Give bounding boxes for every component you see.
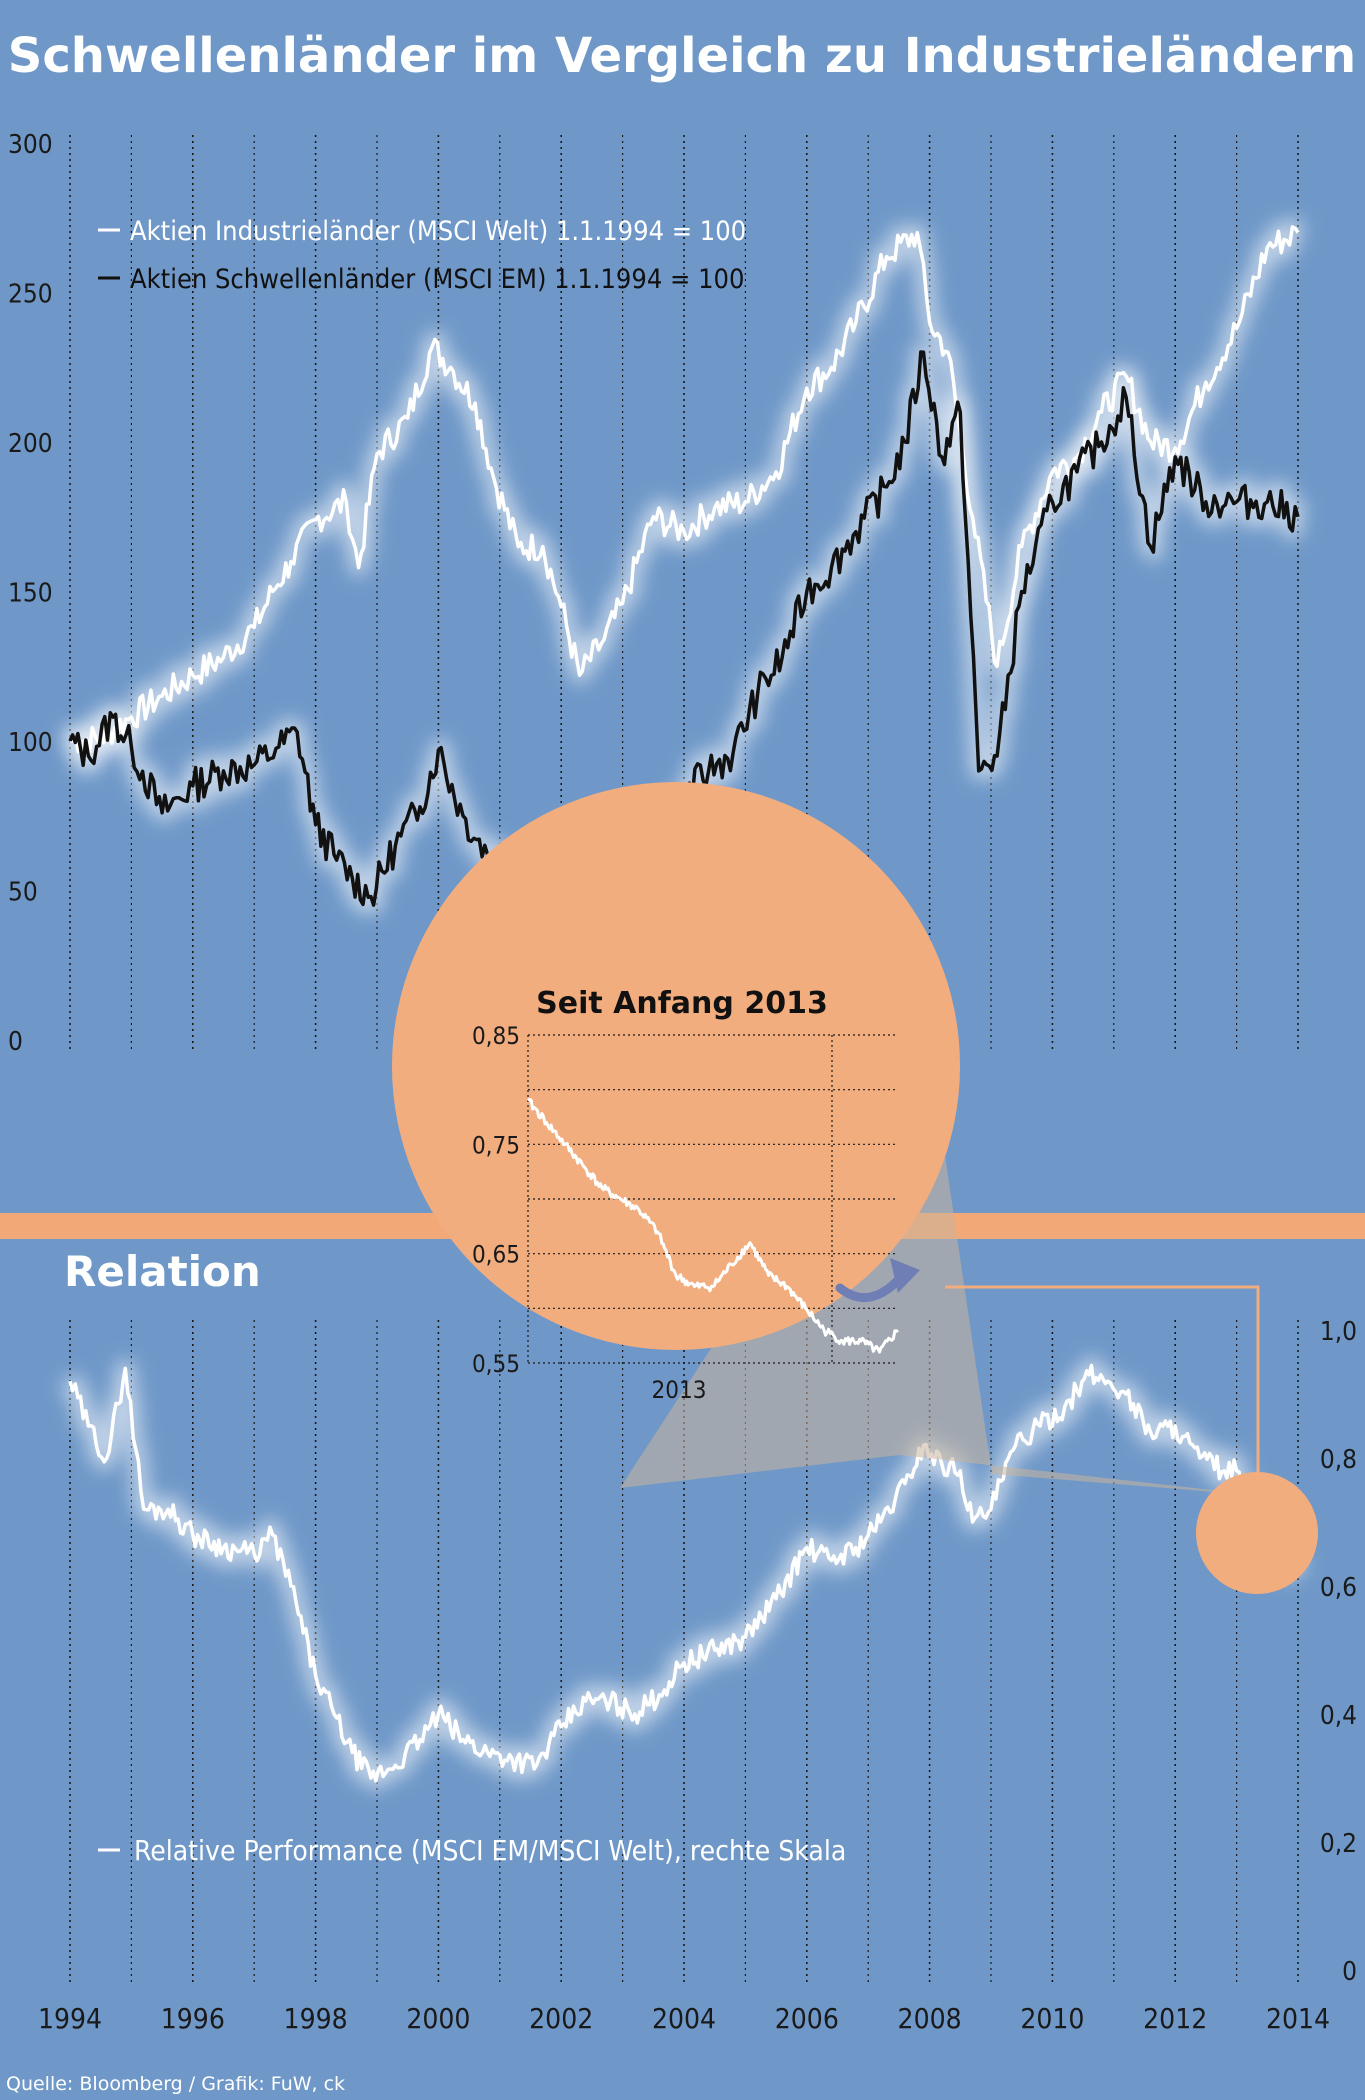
inset-title: Seit Anfang 2013 xyxy=(536,986,828,1021)
inset-grid xyxy=(527,1034,898,1364)
y-tick-label-top: 250 xyxy=(8,280,53,310)
x-tick-label: 2004 xyxy=(652,2002,716,2035)
x-tick-label: 2000 xyxy=(406,2002,470,2035)
legend-label-rel: Relative Performance (MSCI EM/MSCI Welt)… xyxy=(134,1834,846,1867)
chart-title: Schwellenländer im Vergleich zu Industri… xyxy=(8,28,1356,84)
relative-line xyxy=(68,1363,1300,1783)
trend-arrow-head-icon xyxy=(890,1258,920,1293)
y-tick-label-bottom: 0,4 xyxy=(1320,1701,1357,1731)
legend-top: Aktien Industrieländer (MSCI Welt) 1.1.1… xyxy=(98,216,746,295)
y-tick-label-bottom: 1,0 xyxy=(1320,1317,1357,1347)
inset-y-tick-label: 0,85 xyxy=(472,1022,520,1050)
legend-label-world: Aktien Industrieländer (MSCI Welt) 1.1.1… xyxy=(130,216,746,247)
x-tick-label: 2010 xyxy=(1020,2002,1084,2035)
relation-title: Relation xyxy=(64,1247,261,1296)
series-inset xyxy=(527,1097,899,1354)
x-tick-label: 1998 xyxy=(284,2002,348,2035)
zoom-connector xyxy=(945,1285,1260,1480)
y-ticks-top: 0 50 100 150 200 250 300 xyxy=(8,130,53,1057)
x-tick-label: 1996 xyxy=(161,2002,225,2035)
inset-line xyxy=(527,1097,899,1354)
source-note: Quelle: Bloomberg / Grafik: FuW, ck xyxy=(6,2073,345,2095)
series-rel xyxy=(61,1356,1307,1790)
inset-y-tick-label: 0,55 xyxy=(472,1350,520,1378)
y-tick-label-top: 50 xyxy=(8,878,38,908)
x-tick-label: 2008 xyxy=(898,2002,962,2035)
x-ticks: 1994 1996 1998 2000 2002 2004 2006 2008 2010 2012… xyxy=(38,2002,1330,2035)
y-tick-label-bottom: 0,2 xyxy=(1320,1829,1357,1859)
legend-bottom: Relative Performance (MSCI EM/MSCI Welt)… xyxy=(98,1834,846,1867)
y-tick-label-top: 100 xyxy=(8,728,53,758)
inset-y-ticks: 0,55 0,65 0,75 0,85 xyxy=(472,1022,520,1378)
zoom-source-circle xyxy=(1196,1472,1318,1594)
legend-label-em: Aktien Schwellenländer (MSCI EM) 1.1.199… xyxy=(130,264,744,295)
x-tick-label: 2012 xyxy=(1143,2002,1207,2035)
y-tick-label-bottom: 0 xyxy=(1342,1957,1357,1987)
y-tick-label-top: 200 xyxy=(8,429,53,459)
zoom-wedge xyxy=(620,1020,1265,1496)
x-tick-label: 2006 xyxy=(775,2002,839,2035)
y-ticks-bottom: 0 0,2 0,4 0,6 0,8 1,0 xyxy=(1320,1317,1357,1987)
y-tick-label-bottom: 0,6 xyxy=(1320,1573,1357,1603)
y-tick-label-top: 150 xyxy=(8,579,53,609)
y-tick-label-bottom: 0,8 xyxy=(1320,1445,1357,1475)
y-tick-label-top: 0 xyxy=(8,1027,23,1057)
y-tick-label-top: 300 xyxy=(8,130,53,160)
x-tick-label: 1994 xyxy=(38,2002,102,2035)
inset-y-tick-label: 0,75 xyxy=(472,1131,520,1159)
inset-y-tick-label: 0,65 xyxy=(472,1241,520,1269)
inset-x-tick-label: 2013 xyxy=(652,1376,707,1404)
inset-x-ticks: 2013 xyxy=(652,1376,707,1404)
x-tick-label: 2014 xyxy=(1266,2002,1330,2035)
x-tick-label: 2002 xyxy=(529,2002,593,2035)
inset-circle xyxy=(392,782,960,1350)
